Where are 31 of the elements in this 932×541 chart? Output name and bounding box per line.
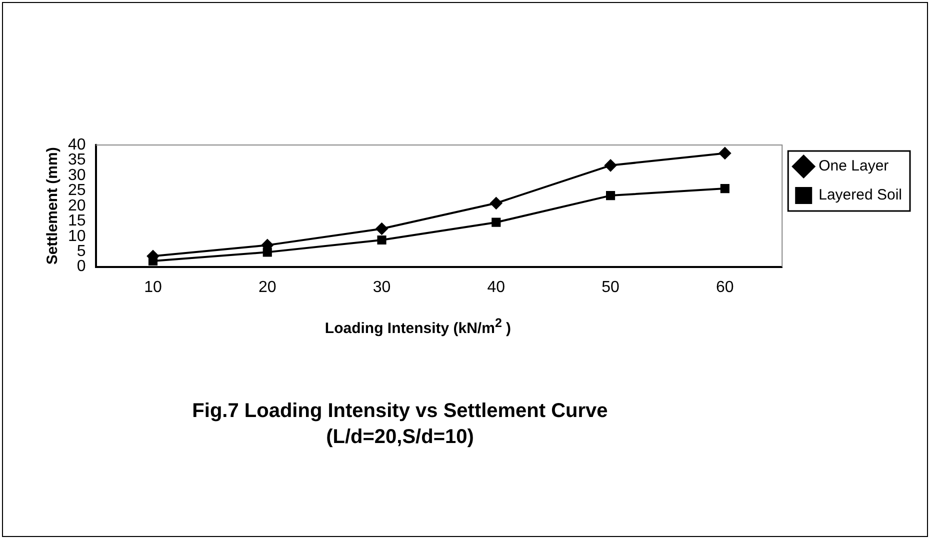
point [490,197,502,210]
y-tick-label: 20 [68,197,86,214]
x-axis-title: Loading Intensity (kN/m$^{2}$ ) [324,316,512,337]
text: Fig.7 Loading Intensity vs Settlement Curve [191,399,609,424]
x-tick-label: 60 [716,278,734,296]
point [606,191,616,200]
point [604,159,617,172]
x-tick-label: 20 [258,278,276,296]
point [376,222,388,235]
point [720,184,730,194]
point [718,147,731,160]
x-tick-label: 50 [602,278,620,296]
y-tick-label: 25 [68,182,86,200]
y-tick-label: 35 [68,152,86,169]
y-tick-label: 5 [76,242,86,260]
y-tick-label: 40 [68,136,86,154]
y-axis-title: Settlement (mm) [44,147,62,265]
x-tick-label: 40 [487,278,506,296]
text: (L/d=20,S/d=10) [325,425,475,450]
point [377,235,386,245]
y-tick-label: 30 [68,166,86,184]
legend-label: One Layer [818,158,889,175]
y-tick-label: 10 [68,228,86,245]
x-tick-label: 30 [372,278,391,296]
point [148,256,158,266]
point [492,218,501,227]
y-tick-label: 15 [68,212,86,230]
y-tick-label: 0 [76,258,86,276]
point [262,248,272,257]
x-tick-label: 10 [144,278,162,296]
legend-label: Layered Soil [818,186,902,204]
